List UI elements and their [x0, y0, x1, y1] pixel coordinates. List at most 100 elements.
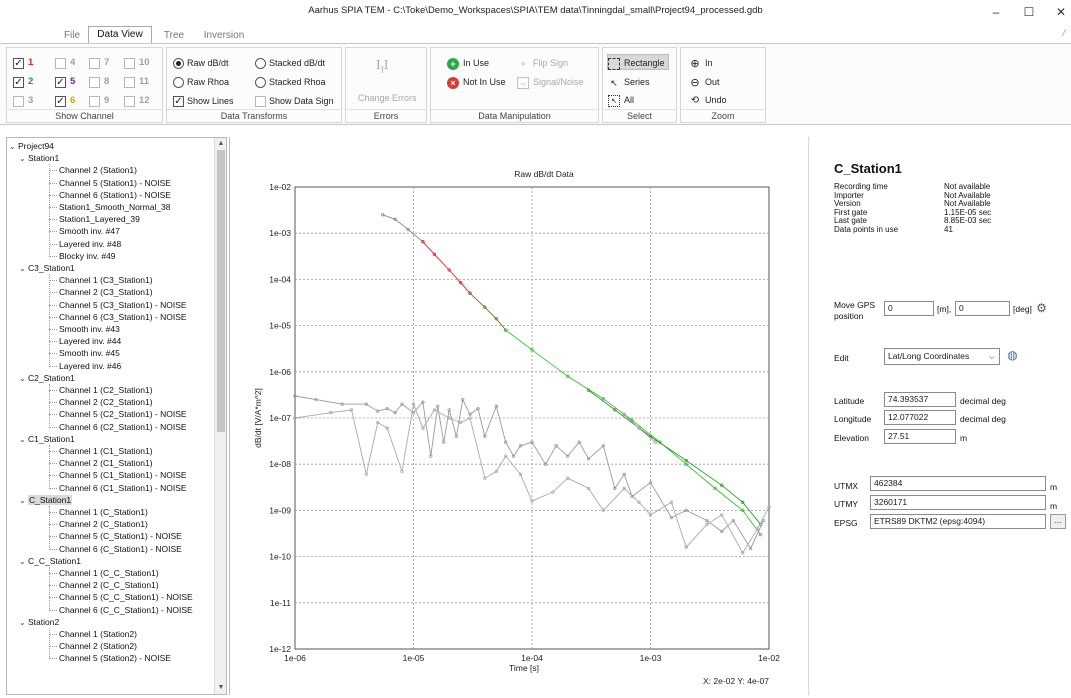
flip-sign-button[interactable]: ⚬ Flip Sign	[517, 55, 568, 71]
zoom-out-button[interactable]: ⊖ Out	[689, 74, 719, 90]
tree-item[interactable]: Layered inv. #46	[59, 360, 121, 372]
tree-item[interactable]: Channel 1 (C_Station1)	[59, 506, 148, 518]
expand-chevron-icon[interactable]: ⌄	[19, 264, 26, 273]
tree-item[interactable]: Channel 2 (C_Station1)	[59, 518, 148, 530]
tree-item[interactable]: Blocky inv. #49	[59, 250, 116, 262]
tree-item[interactable]: Channel 2 (C_C_Station1)	[59, 579, 159, 591]
project-tree[interactable]: ⌄ Project94 ⌄ Station1 Channel 2 (Station1) C…	[6, 137, 227, 695]
latitude-input[interactable]: 74.393537	[884, 392, 956, 407]
rectangle-select-button[interactable]: Rectangle	[607, 54, 669, 70]
expand-chevron-icon[interactable]: ⌄	[19, 556, 26, 566]
tree-root[interactable]: ⌄ Project94	[9, 140, 54, 152]
channel-7-checkbox[interactable]	[89, 58, 100, 69]
tab-inversion[interactable]: Inversion	[203, 30, 245, 41]
tree-group[interactable]: ⌄ C_Station1	[19, 494, 73, 506]
tree-item[interactable]: Channel 5 (C_C_Station1) - NOISE	[59, 591, 193, 603]
tree-item[interactable]: Channel 5 (C3_Station1) - NOISE	[59, 299, 187, 311]
raw-rhoa-radio[interactable]	[173, 77, 184, 88]
tree-group[interactable]: ⌄ C2_Station1	[19, 372, 75, 384]
tree-group[interactable]: ⌄ C1_Station1	[19, 433, 75, 445]
channel-8-checkbox[interactable]	[89, 77, 100, 88]
tree-item[interactable]: Channel 2 (C3_Station1)	[59, 286, 153, 298]
expand-chevron-icon[interactable]: ⌄	[19, 617, 26, 627]
tree-item[interactable]: Channel 6 (Station1) - NOISE	[59, 189, 171, 201]
scroll-up-icon[interactable]: ▲	[217, 140, 225, 147]
tree-item[interactable]: Channel 1 (C2_Station1)	[59, 384, 153, 396]
channel-11-checkbox[interactable]	[124, 77, 135, 88]
expand-chevron-icon[interactable]: ⌄	[19, 434, 26, 444]
tree-item[interactable]: Smooth inv. #47	[59, 225, 120, 237]
tree-group[interactable]: ⌄ Station2	[19, 616, 59, 628]
tree-item[interactable]: Channel 1 (Station2)	[59, 628, 137, 640]
channel-1-checkbox[interactable]: ✓	[13, 58, 24, 69]
tree-item[interactable]: Layered inv. #48	[59, 238, 121, 250]
in-use-button[interactable]: + In Use	[447, 55, 489, 71]
tree-item[interactable]: Channel 6 (C_C_Station1) - NOISE	[59, 604, 193, 616]
channel-4-checkbox[interactable]	[55, 58, 66, 69]
channel-12-checkbox[interactable]	[124, 96, 135, 107]
tree-item[interactable]: Channel 1 (C3_Station1)	[59, 274, 153, 286]
close-button[interactable]: ✕	[1055, 5, 1067, 19]
minimize-button[interactable]: –	[992, 5, 1000, 19]
tree-item[interactable]: Channel 5 (C1_Station1) - NOISE	[59, 469, 187, 481]
edit-mode-select[interactable]: Lat/Long Coordinates ⌵	[884, 348, 1000, 365]
tree-item[interactable]: Channel 6 (C2_Station1) - NOISE	[59, 421, 187, 433]
utmx-input[interactable]: 462384	[870, 476, 1046, 491]
tree-group[interactable]: ⌄ Station1	[19, 152, 59, 164]
channel-10-checkbox[interactable]	[124, 58, 135, 69]
channel-6-checkbox[interactable]: ✓	[55, 96, 66, 107]
channel-9-checkbox[interactable]	[89, 96, 100, 107]
tree-item[interactable]: Channel 2 (Station2)	[59, 640, 137, 652]
tree-item[interactable]: Layered inv. #44	[59, 335, 121, 347]
utmy-input[interactable]: 3260171	[870, 495, 1046, 510]
epsg-browse-button[interactable]: ...	[1050, 514, 1066, 529]
stacked-rhoa-radio[interactable]	[255, 77, 266, 88]
channel-2-checkbox[interactable]: ✓	[13, 77, 24, 88]
epsg-input[interactable]: ETRS89 DKTM2 (epsg:4094)	[870, 514, 1046, 529]
expand-chevron-icon[interactable]: ⌄	[19, 373, 26, 383]
show-data-sign-checkbox[interactable]	[255, 96, 266, 107]
tree-item[interactable]: Channel 6 (C1_Station1) - NOISE	[59, 482, 187, 494]
show-lines-checkbox[interactable]: ✓	[173, 96, 184, 107]
tree-group[interactable]: ⌄ C3_Station1	[19, 262, 75, 274]
tab-data-view[interactable]: Data View	[88, 26, 152, 44]
raw-dbdt-radio[interactable]	[173, 58, 184, 69]
expand-chevron-icon[interactable]: ⌄	[19, 495, 26, 505]
tree-item[interactable]: Channel 6 (C3_Station1) - NOISE	[59, 311, 187, 323]
change-errors-button[interactable]: Change Errors	[358, 93, 417, 103]
tree-item[interactable]: Channel 5 (Station1) - NOISE	[59, 177, 171, 189]
tree-item[interactable]: Smooth inv. #43	[59, 323, 120, 335]
globe-search-icon[interactable]: ◍	[1007, 348, 1018, 362]
tree-item[interactable]: Station1_Layered_39	[59, 213, 140, 225]
zoom-in-button[interactable]: ⊕ In	[689, 55, 712, 71]
stacked-dbdt-radio[interactable]	[255, 58, 266, 69]
tree-item[interactable]: Channel 2 (C2_Station1)	[59, 396, 153, 408]
signal-noise-button[interactable]: ~ Signal/Noise	[517, 74, 584, 90]
tree-item[interactable]: Station1_Smooth_Normal_38	[59, 201, 171, 213]
gps-meters-input[interactable]: 0	[884, 301, 934, 316]
tree-item[interactable]: Channel 6 (C_Station1) - NOISE	[59, 543, 182, 555]
expand-chevron-icon[interactable]: ⌄	[19, 154, 26, 164]
tree-item[interactable]: Channel 5 (Station2) - NOISE	[59, 652, 171, 664]
raw-dbdt-chart[interactable]: 1e-06 1e-05 1e-04 1e-03 1e-02 1e-12 1e-11 1e-10…	[229, 137, 809, 695]
series-select-button[interactable]: ↖ Series	[608, 74, 649, 90]
tree-scrollbar[interactable]: ▲ ▼	[214, 138, 226, 694]
elevation-input[interactable]: 27.51	[884, 429, 956, 444]
select-all-button[interactable]: ↖ All	[608, 92, 634, 108]
tree-item[interactable]: Channel 1 (C1_Station1)	[59, 445, 153, 457]
gear-icon[interactable]: ⚙	[1036, 301, 1047, 315]
zoom-undo-button[interactable]: ⟲ Undo	[689, 92, 727, 108]
channel-3-checkbox[interactable]	[13, 96, 24, 107]
longitude-input[interactable]: 12.077022	[884, 410, 956, 425]
gps-degrees-input[interactable]: 0	[955, 301, 1010, 316]
tree-item[interactable]: Channel 5 (C2_Station1) - NOISE	[59, 408, 187, 420]
tree-item[interactable]: Channel 5 (C_Station1) - NOISE	[59, 530, 182, 542]
tree-scroll-thumb[interactable]	[217, 150, 225, 432]
tab-tree[interactable]: Tree	[163, 30, 185, 41]
channel-5-checkbox[interactable]: ✓	[55, 77, 66, 88]
expand-chevron-icon[interactable]: ⌄	[9, 142, 16, 151]
tree-item[interactable]: Smooth inv. #45	[59, 347, 120, 359]
tree-group[interactable]: ⌄ C_C_Station1	[19, 555, 81, 567]
tree-item[interactable]: Channel 2 (C1_Station1)	[59, 457, 153, 469]
tree-item[interactable]: Channel 1 (C_C_Station1)	[59, 567, 159, 579]
